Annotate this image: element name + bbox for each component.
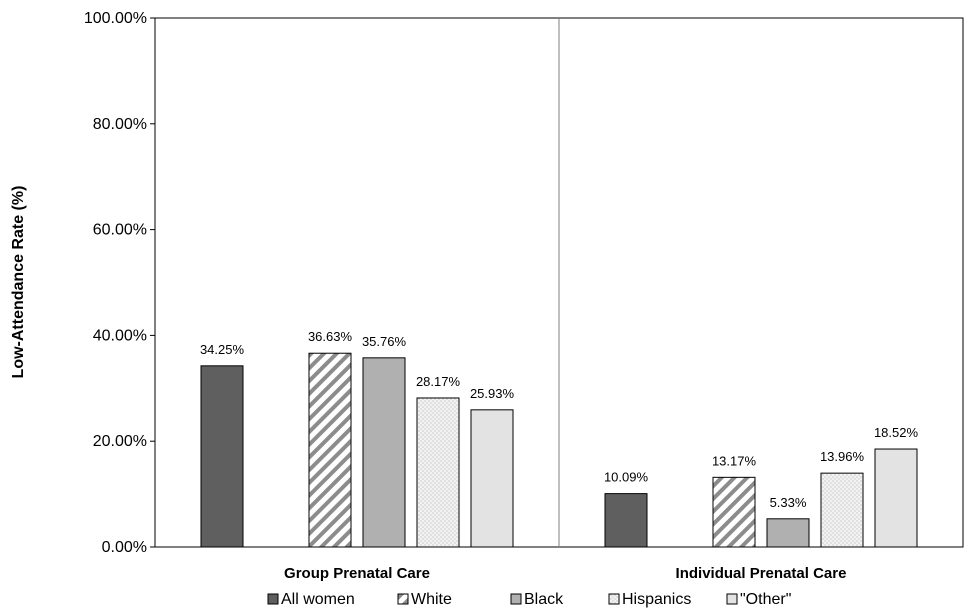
legend-swatch [608, 593, 620, 605]
data-label: 10.09% [604, 470, 649, 485]
bar-white-0 [308, 352, 352, 548]
data-label: 25.93% [470, 386, 515, 401]
y-axis-title: Low-Attendance Rate (%) [10, 186, 27, 379]
bar-white-1 [712, 476, 756, 548]
data-label: 18.52% [874, 425, 919, 440]
legend-label: Black [524, 591, 564, 608]
data-label: 13.17% [712, 453, 757, 468]
y-tick-label: 40.00% [93, 327, 147, 344]
legend-swatch [397, 593, 409, 605]
y-tick-label: 100.00% [84, 10, 147, 27]
data-label: 36.63% [308, 329, 353, 344]
legend-swatch [726, 593, 738, 605]
legend-swatch [267, 593, 279, 605]
x-axis: Group Prenatal Care Individual Prenatal C… [284, 565, 846, 582]
y-axis: 0.00% 20.00% 40.00% 60.00% 80.00% 100.00% [84, 10, 155, 556]
data-label: 5.33% [770, 495, 807, 510]
legend-swatch [510, 593, 522, 605]
bar-other-1 [874, 448, 918, 548]
legend-label: White [411, 591, 452, 608]
y-tick-label: 60.00% [93, 222, 147, 239]
data-label: 35.76% [362, 334, 407, 349]
category-label: Group Prenatal Care [284, 565, 430, 582]
data-label: 28.17% [416, 374, 461, 389]
bars [200, 352, 918, 548]
bar-other-0 [470, 409, 514, 548]
bar-hispanics-0 [416, 397, 460, 548]
legend-label: Hispanics [622, 591, 691, 608]
y-tick-label: 0.00% [102, 539, 147, 556]
data-label: 13.96% [820, 449, 865, 464]
bar-allwomen-1 [604, 493, 648, 548]
y-tick-label: 80.00% [93, 116, 147, 133]
bar-black-0 [362, 357, 406, 548]
legend-label: "Other" [740, 591, 791, 608]
y-tick-label: 20.00% [93, 433, 147, 450]
bar-black-1 [766, 518, 810, 548]
bar-allwomen-0 [200, 365, 244, 548]
bar-hispanics-1 [820, 472, 864, 548]
data-labels: 34.25% 10.09% 36.63% 13.17% 35.76% 5.33% 28.17… [200, 329, 919, 510]
legend: All women White Black Hispanics "Other" [267, 591, 791, 608]
category-label: Individual Prenatal Care [676, 565, 847, 582]
legend-label: All women [281, 591, 355, 608]
data-label: 34.25% [200, 342, 245, 357]
